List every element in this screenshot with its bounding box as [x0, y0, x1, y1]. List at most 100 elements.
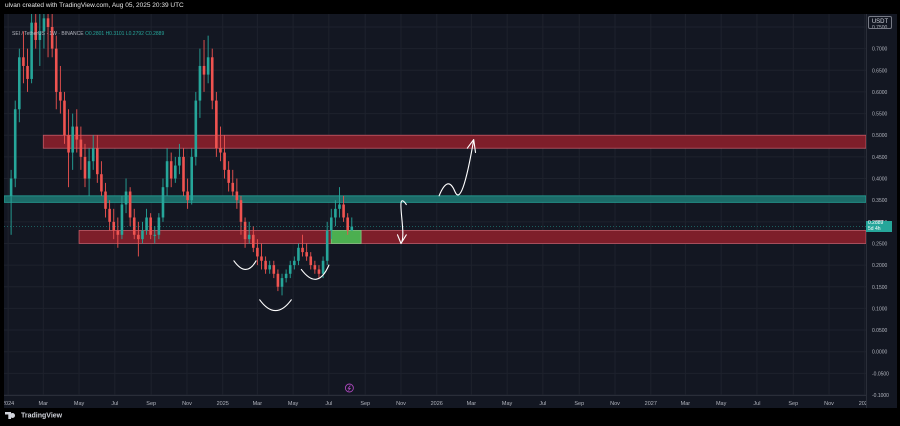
- candle-body: [50, 26, 54, 49]
- time-axis-labels: 2024 Mar May Jul Sep Nov 2025 Mar May Jul Sep Nov 20…: [2, 401, 871, 407]
- price-axis[interactable]: 0.7500 0.7000 0.6500 0.6000 0.5500 0.5000 0.45…: [866, 14, 897, 408]
- candle-body: [288, 265, 292, 274]
- price-axis-labels: 0.7500 0.7000 0.6500 0.6000 0.5500 0.5000 0.45…: [872, 25, 889, 399]
- currency-unit-badge[interactable]: USDT: [868, 16, 892, 29]
- candle-body: [153, 234, 157, 236]
- candle-body: [219, 148, 222, 153]
- time-tick-label: Jul: [753, 401, 760, 407]
- candle-body: [161, 187, 165, 218]
- tradingview-logo[interactable]: TradingView: [5, 412, 62, 419]
- candle-body: [149, 217, 152, 235]
- time-tick-label: Mar: [253, 401, 263, 407]
- candle-body: [235, 191, 239, 201]
- time-axis[interactable]: 2024 Mar May Jul Sep Nov 2025 Mar May Jul Sep Nov 20…: [2, 395, 871, 409]
- time-tick-label: Mar: [681, 401, 691, 407]
- right-shoulder-drawing: [300, 264, 330, 280]
- time-tick-label: Sep: [788, 401, 798, 407]
- time-tick-label: Jul: [325, 401, 332, 407]
- candle-body: [157, 217, 161, 235]
- candle-body: [313, 265, 317, 270]
- candle-body: [22, 57, 25, 66]
- candle-body: [46, 18, 50, 27]
- candle-body: [120, 204, 124, 235]
- price-tick-label: 0.1000: [872, 306, 888, 312]
- candle-body: [284, 273, 288, 279]
- breakout-arrow-drawing: [438, 139, 477, 197]
- candle-body: [231, 182, 235, 192]
- candle-body: [206, 57, 210, 75]
- candle-body: [227, 169, 230, 183]
- time-tick-label: Mar: [39, 401, 49, 407]
- candle-body: [346, 217, 349, 231]
- time-tick-label: Nov: [182, 401, 192, 407]
- candle-body: [186, 191, 189, 201]
- candle-body: [26, 65, 29, 79]
- time-tick-label: Sep: [574, 401, 584, 407]
- price-tick-label: 0.0500: [872, 328, 888, 334]
- candle-body: [321, 260, 325, 274]
- candle-body: [309, 256, 313, 266]
- ohlc-close: C0.2889: [145, 31, 165, 37]
- candle-body: [247, 234, 251, 240]
- candle-body: [202, 65, 206, 75]
- candle-body: [132, 217, 136, 235]
- candle-body: [124, 191, 128, 205]
- candle-body: [169, 161, 173, 179]
- tv-logo-dot-icon: [10, 413, 15, 418]
- candle-body: [9, 178, 13, 196]
- candle-body: [54, 48, 58, 92]
- retest-arrow-drawing: [396, 200, 407, 245]
- symbol-legend: SEI / TetherUS · 1W · BINANCE O0.2801 H0…: [12, 31, 164, 37]
- time-tick-label: 2027: [645, 401, 657, 407]
- candle-body: [141, 230, 144, 240]
- time-tick-label: 2026: [431, 401, 443, 407]
- price-tick-label: 0.2000: [872, 263, 888, 269]
- price-tick-label: 0.0000: [872, 350, 888, 356]
- candle-body: [18, 57, 21, 110]
- resistance-zone: [42, 134, 866, 149]
- candle-body: [293, 260, 296, 266]
- support-zone: [78, 230, 866, 244]
- candle-body: [301, 247, 304, 253]
- time-tick-label: May: [288, 401, 299, 407]
- chart-area[interactable]: SEI / TetherUS · 1W · BINANCE O0.2801 H0…: [4, 14, 866, 408]
- time-tick-label: May: [74, 401, 85, 407]
- candle-body: [91, 148, 95, 162]
- last-price-tag: 0.2889 5d 4h: [866, 220, 892, 233]
- time-tick-label: Mar: [467, 401, 477, 407]
- ohlc-open: O0.2801: [84, 31, 105, 37]
- candle-body: [128, 191, 132, 218]
- last-price-value: 0.2889: [868, 220, 884, 227]
- candle-body: [338, 204, 341, 209]
- candle-body: [325, 230, 329, 261]
- candle-body: [215, 100, 218, 149]
- candle-body: [173, 165, 177, 179]
- time-tick-label: Sep: [360, 401, 370, 407]
- candle-body: [268, 265, 272, 270]
- candle-body: [198, 65, 202, 101]
- bar-countdown: 5d 4h: [868, 225, 881, 232]
- target-box-zone: [330, 230, 362, 244]
- price-tick-label: 0.6000: [872, 90, 888, 96]
- candle-body: [182, 156, 185, 192]
- candle-body: [243, 221, 247, 240]
- price-tick-label: 0.4000: [872, 177, 888, 183]
- time-tick-label: May: [716, 401, 727, 407]
- candle-body: [34, 22, 38, 40]
- candlestick-chart[interactable]: [4, 14, 866, 408]
- candle-body: [63, 100, 66, 136]
- candle-body: [239, 200, 243, 222]
- time-tick-label: Sep: [146, 401, 156, 407]
- time-tick-label: 2028: [859, 401, 866, 407]
- ohlc-low: L0.2792: [125, 31, 144, 37]
- head-drawing: [259, 299, 292, 312]
- candle-body: [305, 252, 308, 257]
- price-tick-label: 0.3500: [872, 198, 888, 204]
- candle-body: [71, 126, 74, 153]
- candle-body: [334, 208, 337, 218]
- price-tick-label: -0.1000: [872, 393, 889, 399]
- time-tick-label: Nov: [610, 401, 620, 407]
- creator-caption: ulvan created with TradingView.com, Aug …: [5, 2, 184, 9]
- event-bolt-icon: [347, 385, 352, 391]
- candle-body: [116, 230, 120, 235]
